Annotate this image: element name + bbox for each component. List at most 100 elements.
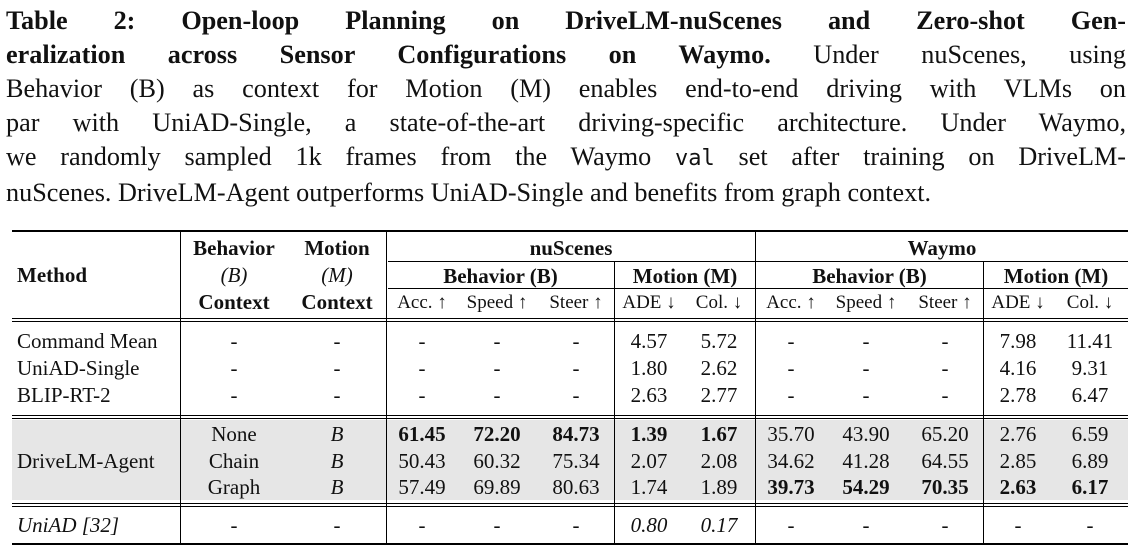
- header-subrule-1: [388, 261, 1128, 262]
- top-rule: [12, 230, 1128, 232]
- table-cell: 34.62: [767, 449, 815, 473]
- table-cell: 11.41: [1066, 329, 1114, 353]
- caption-text-line6: nuScenes. DriveLM-Agent outperforms UniA…: [6, 178, 932, 207]
- table-cell: 84.73: [552, 422, 600, 446]
- table-cell: -: [941, 383, 949, 407]
- table-cell: -: [941, 329, 949, 353]
- header-nus-acc: Acc. ↑: [397, 292, 447, 313]
- table-cell: -: [493, 356, 501, 380]
- table-cell: -: [493, 383, 501, 407]
- table-cell: 69.89: [473, 475, 521, 499]
- row-label-drivelm-agent: DriveLM-Agent: [17, 449, 155, 473]
- table-cell: -: [333, 329, 341, 353]
- table-cell: None: [211, 422, 257, 446]
- header-motion-ctx-2: (M): [321, 263, 353, 287]
- table-cell: 57.49: [398, 475, 446, 499]
- table-cell: -: [862, 513, 870, 537]
- table-cell: 2.63: [999, 475, 1037, 499]
- table-cell: -: [493, 513, 501, 537]
- header-nus-steer: Steer ↑: [549, 292, 603, 313]
- mid-rule-d: [12, 506, 1128, 507]
- table-cell: Graph: [207, 475, 261, 499]
- table-cell: -: [493, 329, 501, 353]
- table-cell: B: [330, 475, 344, 499]
- bottom-rule: [12, 543, 1128, 545]
- table-cell: 54.29: [842, 475, 890, 499]
- table-cell: -: [230, 383, 238, 407]
- header-method: Method: [17, 263, 87, 287]
- table-cell: 7.98: [999, 329, 1037, 353]
- table-cell: -: [941, 356, 949, 380]
- header-nuscenes: nuScenes: [529, 236, 613, 260]
- table-cell: 72.20: [473, 422, 521, 446]
- table-cell: 1.74: [630, 475, 668, 499]
- header-waymo-ade: ADE ↓: [991, 292, 1045, 313]
- table-cell: -: [787, 356, 795, 380]
- table-cell: -: [230, 329, 238, 353]
- table-cell: -: [230, 513, 238, 537]
- table-cell: -: [1014, 513, 1022, 537]
- caption-text-line4: par with UniAD-Single, a state-of-the-ar…: [6, 108, 1126, 137]
- header-waymo: Waymo: [907, 236, 977, 260]
- table-cell: -: [333, 356, 341, 380]
- table-cell: -: [572, 383, 580, 407]
- header-waymo-col: Col. ↓: [1066, 292, 1114, 313]
- table-cell: 6.17: [1071, 475, 1109, 499]
- table-cell: 2.62: [700, 356, 738, 380]
- table-cell: -: [572, 356, 580, 380]
- table-cell: 65.20: [921, 422, 969, 446]
- table-cell: -: [862, 356, 870, 380]
- table-cell: 39.73: [767, 475, 815, 499]
- table-cell: 64.55: [921, 449, 969, 473]
- table-cell: -: [862, 383, 870, 407]
- table-cell: 9.31: [1071, 356, 1109, 380]
- table-cell: -: [333, 513, 341, 537]
- table-cell: -: [787, 383, 795, 407]
- table-cell: 6.47: [1071, 383, 1109, 407]
- table-cell: -: [572, 329, 580, 353]
- header-nus-behavior: Behavior (B): [443, 264, 558, 288]
- table-cell: -: [418, 329, 426, 353]
- table-cell: 2.78: [999, 383, 1037, 407]
- header-motion-ctx-3: Context: [301, 290, 373, 314]
- table-cell: 1.67: [700, 422, 738, 446]
- mid-rule-c: [12, 503, 1128, 504]
- table-cell: 60.32: [473, 449, 521, 473]
- caption-text-line5a: we randomly sampled 1k frames from the W…: [6, 142, 676, 171]
- table-cell: Chain: [208, 449, 260, 473]
- table-cell: 41.28: [842, 449, 890, 473]
- table-cell: 0.17: [700, 513, 738, 537]
- header-waymo-motion: Motion (M): [1003, 264, 1109, 288]
- table-cell: 43.90: [842, 422, 890, 446]
- table-cell: 2.08: [700, 449, 738, 473]
- table-cell: -: [418, 356, 426, 380]
- table-cell: 2.85: [999, 449, 1037, 473]
- table-cell: -: [572, 513, 580, 537]
- caption-text-line5b: set after training on DriveLM-: [714, 142, 1126, 171]
- header-waymo-speed: Speed ↑: [835, 292, 897, 313]
- table-cell: 2.76: [999, 422, 1037, 446]
- table-cell: B: [330, 449, 344, 473]
- header-nus-speed: Speed ↑: [466, 292, 528, 313]
- header-waymo-behavior: Behavior (B): [812, 264, 927, 288]
- table-cell: 61.45: [398, 422, 446, 446]
- header-bottom-rule-a: [12, 318, 1128, 319]
- caption-text-line3: Behavior (B) as context for Motion (M) e…: [6, 74, 1126, 103]
- vline-context: [386, 232, 387, 543]
- row-label: UniAD [32]: [17, 513, 120, 537]
- table-cell: 4.16: [999, 356, 1037, 380]
- header-nus-motion: Motion (M): [632, 264, 738, 288]
- header-nus-ade: ADE ↓: [622, 292, 676, 313]
- table-cell: 1.39: [630, 422, 668, 446]
- table-cell: -: [1086, 513, 1094, 537]
- table-cell: -: [787, 329, 795, 353]
- header-bottom-rule-b: [12, 321, 1128, 322]
- table-cell: 75.34: [552, 449, 600, 473]
- table-cell: B: [330, 422, 344, 446]
- caption-title-line1: Table 2: Open-loop Planning on DriveLM-n…: [6, 6, 1126, 35]
- table-cell: 70.35: [921, 475, 969, 499]
- vline-method: [180, 232, 181, 543]
- header-nus-col: Col. ↓: [695, 292, 743, 313]
- table-cell: -: [787, 513, 795, 537]
- table-cell: -: [418, 383, 426, 407]
